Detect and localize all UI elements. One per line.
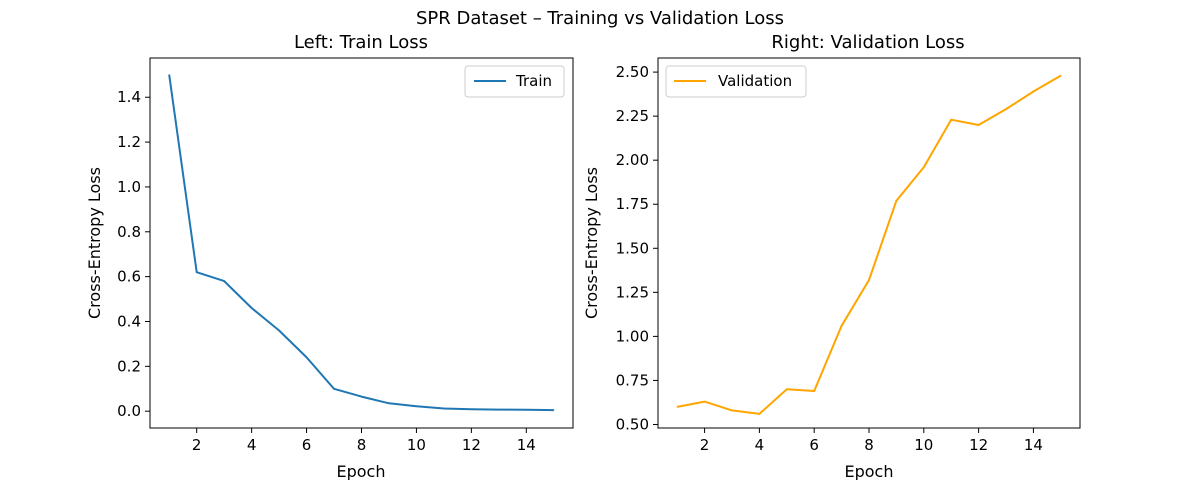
left-data-point <box>223 280 225 282</box>
left-x-tick-label: 2 <box>192 436 202 454</box>
right-data-point <box>786 388 788 390</box>
left-data-point <box>470 408 472 410</box>
left-y-tick-label: 0.2 <box>117 357 141 375</box>
right-data-point <box>703 400 706 403</box>
right-y-tick-label: 1.50 <box>616 239 649 257</box>
left-data-point <box>360 396 363 398</box>
right-data-point <box>1005 108 1007 110</box>
left-y-tick-label: 1.4 <box>117 88 141 106</box>
right-series <box>676 74 1062 415</box>
left-x-tick-label: 6 <box>302 436 312 454</box>
right-plot-frame <box>657 57 1081 429</box>
right-x-tick-label: 2 <box>700 436 710 454</box>
left-y-axis-label: Cross-Entropy Loss <box>85 167 104 319</box>
left-data-point <box>443 407 445 410</box>
right-series-line <box>677 74 1062 415</box>
left-data-point <box>333 388 335 390</box>
right-y-tick-label: 0.75 <box>616 371 649 389</box>
right-y-tick-label: 2.00 <box>616 151 649 169</box>
left-series-line <box>168 74 554 412</box>
left-legend-label: Train <box>515 72 552 90</box>
right-x-axis-label: Epoch <box>845 462 894 480</box>
left-data-point <box>525 409 527 411</box>
left-x-tick-label: 10 <box>407 436 426 454</box>
right-legend: Validation <box>665 65 807 98</box>
left-y-tick-label: 0.6 <box>117 268 141 286</box>
left-chart-title: Left: Train Loss <box>294 32 428 53</box>
left-y-tick-label: 1.0 <box>117 178 141 196</box>
left-x-tick-label: 8 <box>357 436 367 454</box>
right-x-tick-label: 12 <box>969 436 988 454</box>
left-legend-box <box>464 65 565 98</box>
right-data-point <box>868 279 870 281</box>
right-x-tick-label: 4 <box>755 436 765 454</box>
right-data-point <box>731 409 733 411</box>
left-data-point <box>305 356 308 358</box>
left-data-point <box>415 405 418 407</box>
left-y-tick-label: 0.0 <box>117 402 141 420</box>
right-legend-label: Validation <box>718 72 792 90</box>
right-ticks: 2 4 6 8 10 12 14 0.50 0.75 1.00 1.25 1.50 1.75 2.00 2.… <box>616 63 1043 454</box>
right-data-point <box>1060 75 1062 77</box>
left-x-tick-label: 4 <box>247 436 257 454</box>
right-x-tick-label: 6 <box>809 436 819 454</box>
right-chart: Right: Validation Loss 2 4 6 8 10 12 14 0.50 0.7… <box>582 32 1081 480</box>
figure-title: SPR Dataset – Training vs Validation Los… <box>416 8 784 29</box>
right-data-point <box>840 325 843 327</box>
left-series <box>168 74 555 412</box>
right-data-point <box>1032 90 1035 93</box>
left-x-tick-label: 14 <box>517 436 536 454</box>
left-ticks: 2 4 6 8 10 12 14 0.0 0.2 0.4 0.6 0.8 1.0 1.2 1.4 <box>117 88 536 454</box>
right-y-tick-label: 2.25 <box>616 107 649 125</box>
left-x-tick-label: 12 <box>462 436 481 454</box>
right-x-tick-label: 10 <box>914 436 933 454</box>
right-data-point <box>978 124 980 126</box>
right-y-tick-label: 2.50 <box>616 63 649 81</box>
right-y-tick-label: 1.00 <box>616 327 649 345</box>
right-data-point <box>923 166 925 168</box>
right-data-point <box>676 406 678 408</box>
left-data-point <box>196 271 198 273</box>
left-data-point <box>553 409 555 411</box>
right-data-point <box>758 413 760 415</box>
left-chart: Left: Train Loss 2 4 6 8 10 12 14 0.0 0.2 0.4 0.6 0… <box>85 32 574 480</box>
left-data-point <box>168 74 170 76</box>
left-data-point <box>251 307 253 309</box>
left-x-axis-label: Epoch <box>337 462 386 480</box>
right-y-tick-label: 1.25 <box>616 283 649 301</box>
right-y-tick-label: 1.75 <box>616 195 649 213</box>
right-legend-box <box>665 65 807 98</box>
left-data-point <box>278 329 280 332</box>
right-x-tick-label: 14 <box>1024 436 1043 454</box>
right-chart-title: Right: Validation Loss <box>771 32 964 53</box>
right-x-tick-label: 8 <box>864 436 874 454</box>
left-y-tick-label: 0.8 <box>117 223 141 241</box>
left-y-tick-label: 0.4 <box>117 312 141 330</box>
left-data-point <box>498 409 500 411</box>
right-data-point <box>813 390 815 392</box>
right-y-axis-label: Cross-Entropy Loss <box>582 167 601 319</box>
right-data-point <box>950 119 952 121</box>
left-data-point <box>388 402 390 404</box>
left-plot-frame <box>149 57 574 429</box>
right-y-tick-label: 0.50 <box>616 415 649 433</box>
left-y-tick-label: 1.2 <box>117 133 141 151</box>
right-data-point <box>895 200 898 202</box>
left-legend: Train <box>464 65 565 98</box>
